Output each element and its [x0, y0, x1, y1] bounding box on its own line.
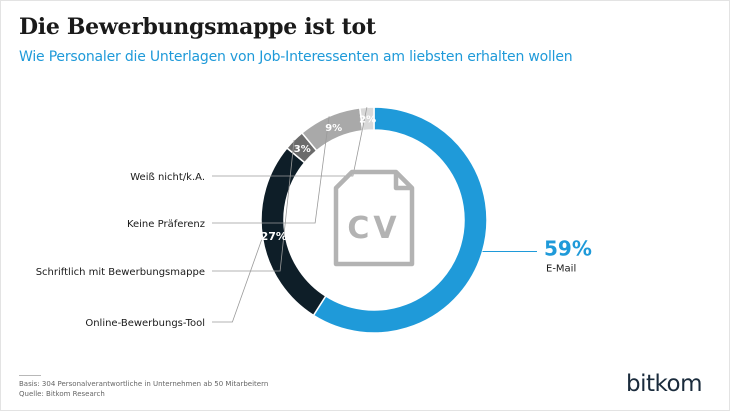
footer-divider [19, 375, 41, 376]
category-labels: 59% E-Mail 27% Online-Bewerbungs-Tool 3% Schr… [36, 115, 592, 329]
category-label-e-mail: E-Mail [546, 264, 576, 275]
leader-line-weiss-nicht-k-a [212, 107, 368, 177]
chart-subtitle: Wie Personaler die Unterlagen von Job-In… [19, 49, 573, 65]
value-label-weiss-nicht-k-a: 2% [359, 115, 376, 126]
category-label-keine-praeferenz: Keine Präferenz [127, 219, 205, 230]
footnote-basis: Basis: 304 Personalverantwortliche in Un… [19, 380, 269, 388]
category-label-online-bewerbungs-tool: Online-Bewerbungs-Tool [85, 318, 205, 329]
category-label-weiss-nicht-k-a: Weiß nicht/k.A. [130, 172, 205, 183]
cv-document-icon: CV [333, 169, 415, 267]
category-label-schriftlich-mit-bewerbungsmappe: Schriftlich mit Bewerbungsmappe [36, 267, 205, 278]
cv-icon-text: CV [347, 211, 400, 246]
leader-line-keine-praeferenz [212, 116, 330, 224]
bitkom-logo: bitkom [626, 371, 702, 397]
donut-slices [260, 106, 488, 334]
leader-line-schriftlich-mit-bewerbungsmappe [212, 140, 295, 272]
value-label-schriftlich-mit-bewerbungsmappe: 3% [294, 144, 311, 155]
slice-e-mail [312, 106, 488, 334]
chart-title: Die Bewerbungsmappe ist tot [19, 14, 376, 40]
value-label-online-bewerbungs-tool: 27% [261, 230, 287, 243]
value-label-keine-praeferenz: 9% [325, 123, 342, 134]
leader-lines [212, 107, 537, 323]
leader-line-online-bewerbungs-tool [212, 237, 263, 323]
footnote-source: Quelle: Bitkom Research [19, 390, 105, 398]
value-label-e-mail: 59% [544, 237, 592, 261]
